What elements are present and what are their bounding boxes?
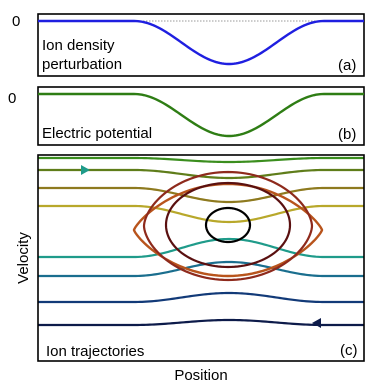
- panel-a-text-line1: Ion density: [42, 37, 115, 54]
- panel-c-text: Ion trajectories: [46, 343, 144, 360]
- panel-b-text: Electric potential: [42, 125, 152, 142]
- passing-trajectory: [38, 188, 364, 202]
- direction-arrow: [81, 165, 90, 175]
- trapped-trajectory: [206, 208, 250, 242]
- panel-a-zero-label: 0: [12, 13, 20, 30]
- trapped-trajectory: [166, 183, 290, 267]
- passing-trajectory: [38, 293, 364, 302]
- x-axis-label: Position: [174, 367, 227, 383]
- y-axis-label: Velocity: [15, 232, 32, 284]
- trapped-trajectory: [144, 172, 312, 280]
- passing-trajectory: [38, 158, 364, 162]
- panel-a-text-line2: perturbation: [42, 56, 122, 73]
- panel-b: 0 Electric potential (b): [8, 87, 364, 145]
- panel-a-tag: (a): [338, 57, 356, 74]
- direction-arrow: [312, 318, 321, 328]
- panel-b-tag: (b): [338, 126, 356, 143]
- panel-c-tag: (c): [340, 342, 358, 359]
- passing-trajectory: [38, 239, 364, 257]
- trajectory-lines: [38, 158, 364, 328]
- panel-b-zero-label: 0: [8, 90, 16, 107]
- panel-a: 0 Ion density perturbation (a): [12, 13, 364, 76]
- panel-c: Ion trajectories (c) Velocity Position: [15, 155, 364, 383]
